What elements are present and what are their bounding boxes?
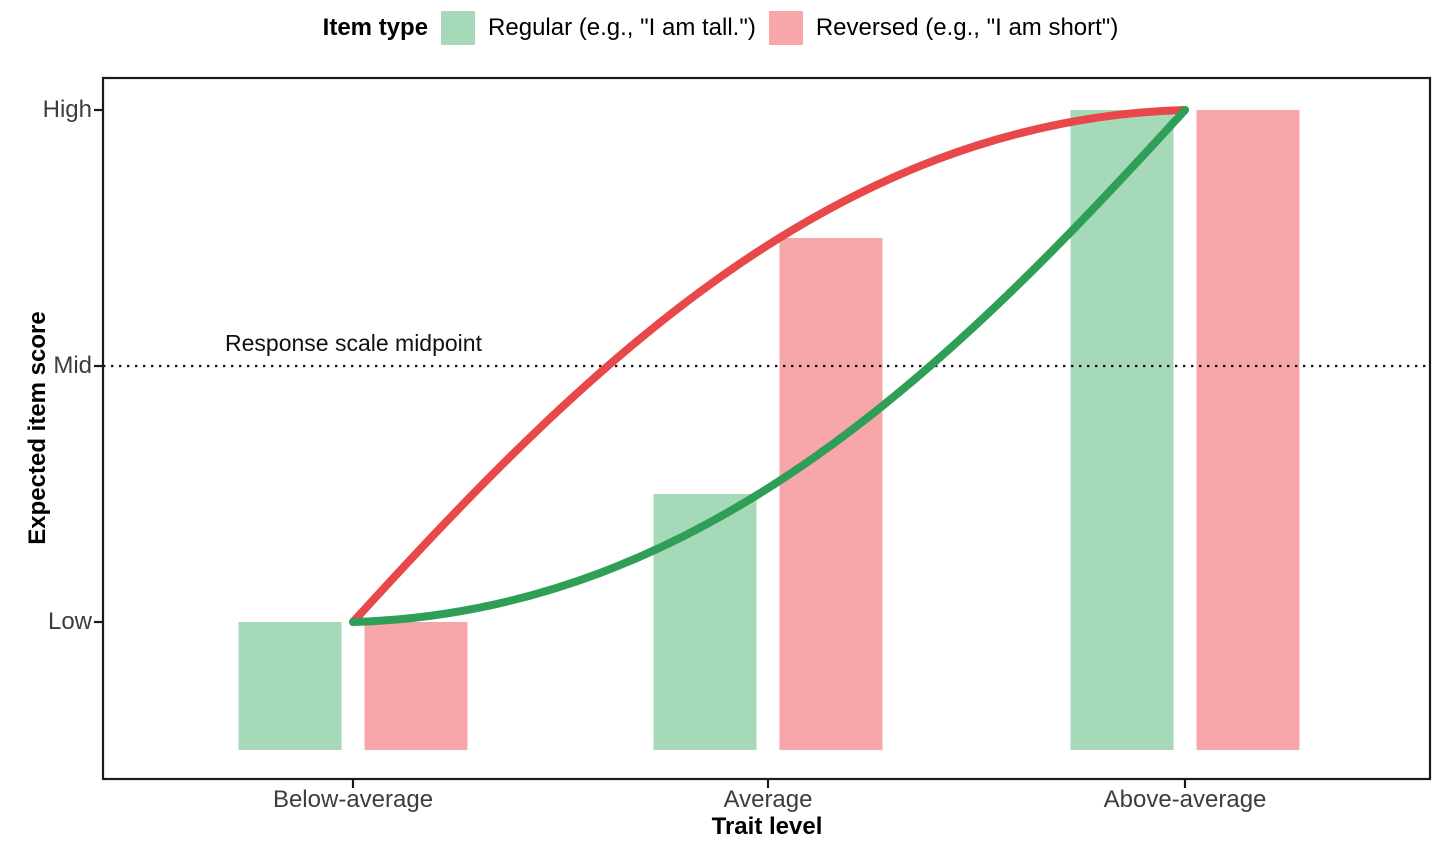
legend-swatch-1: [768, 11, 803, 45]
legend: Item type Regular (e.g., "I am tall.") Re…: [0, 6, 1441, 50]
bar-regular-2: [1070, 110, 1174, 750]
bar-regular-1: [653, 494, 757, 750]
bar-reversed-0: [364, 622, 468, 750]
legend-item-0: Regular (e.g., "I am tall."): [441, 11, 756, 45]
legend-items: Regular (e.g., "I am tall.") Reversed (e.…: [441, 11, 1118, 45]
x-tick-label-above-average: Above-average: [1103, 786, 1267, 813]
bar-regular-0: [238, 622, 342, 750]
bars-group: [238, 110, 1300, 750]
legend-title: Item type: [322, 14, 429, 41]
y-tick-label-high: High: [42, 96, 92, 123]
reversed-item-curve: [349, 106, 1189, 626]
legend-item-1: Reversed (e.g., "I am short"): [768, 11, 1119, 45]
x-tick-label-below-average: Below-average: [272, 786, 434, 813]
legend-swatch-0: [441, 11, 476, 45]
curves-group: [349, 106, 1189, 626]
legend-label-0: Regular (e.g., "I am tall."): [488, 14, 756, 41]
x-tick-label-average: Average: [723, 786, 813, 813]
regular-item-curve: [349, 106, 1189, 626]
panel-frame-group: [101, 76, 1432, 781]
bar-reversed-2: [1196, 110, 1300, 750]
x-axis-title: Trait level: [711, 813, 823, 840]
midpoint-annotation: Response scale midpoint: [225, 330, 482, 356]
y-axis-title: Expected item score: [24, 311, 51, 545]
legend-label-1: Reversed (e.g., "I am short"): [815, 14, 1119, 41]
y-tick-label-mid: Mid: [53, 352, 92, 379]
panel-border: [101, 76, 1432, 781]
bar-reversed-1: [779, 238, 883, 750]
y-tick-label-low: Low: [47, 608, 92, 635]
axis-ticks-group: [94, 108, 1187, 788]
